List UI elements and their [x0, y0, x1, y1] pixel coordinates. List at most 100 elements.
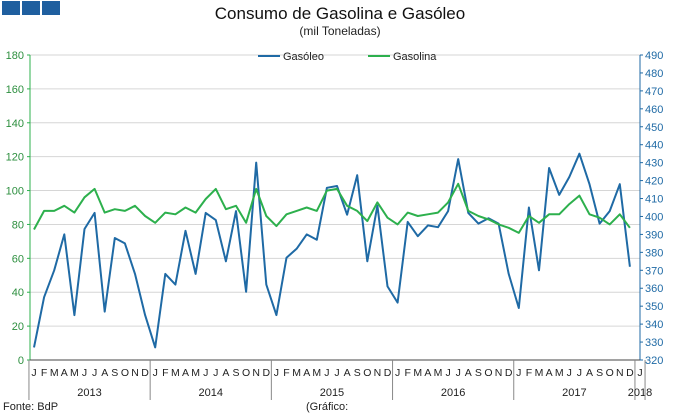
month-label: M	[191, 367, 200, 379]
legend-label: Gasolina	[393, 51, 437, 63]
month-label: M	[535, 367, 544, 379]
left-tick-label: 180	[6, 50, 24, 62]
month-label: O	[363, 367, 371, 379]
left-tick-label: 0	[18, 355, 24, 367]
month-label: M	[50, 367, 59, 379]
year-label: 2013	[77, 387, 101, 399]
left-tick-label: 60	[12, 253, 24, 265]
month-label: A	[182, 367, 189, 379]
left-tick-label: 80	[12, 219, 24, 231]
month-label: J	[153, 367, 158, 379]
series-line-gasóleo	[33, 152, 631, 349]
month-label: A	[101, 367, 108, 379]
month-label: J	[637, 367, 642, 379]
decor-square	[42, 1, 60, 15]
right-tick-label: 420	[645, 176, 663, 188]
right-tick-label: 440	[645, 140, 663, 152]
left-tick-label: 20	[12, 321, 24, 333]
month-label: O	[121, 367, 129, 379]
gridlines	[30, 54, 640, 361]
right-tick-label: 450	[645, 122, 663, 134]
month-label: J	[577, 367, 582, 379]
month-label: O	[242, 367, 250, 379]
month-label: F	[404, 367, 410, 379]
month-label: D	[263, 367, 271, 379]
month-label: M	[171, 367, 180, 379]
left-tick-label: 40	[12, 287, 24, 299]
month-label: S	[596, 367, 603, 379]
month-label: A	[344, 367, 351, 379]
chart-title: Consumo de Gasolina e Gasóleo	[214, 4, 466, 23]
month-label: J	[456, 367, 461, 379]
month-label: M	[434, 367, 443, 379]
left-tick-label: 100	[6, 186, 24, 198]
month-label: A	[303, 367, 310, 379]
month-label: N	[495, 367, 503, 379]
chart-note: (Gráfico:	[306, 401, 349, 413]
month-label: S	[111, 367, 118, 379]
right-tick-label: 430	[645, 158, 663, 170]
legend: Gasóleo Gasolina	[258, 51, 437, 63]
month-label: S	[354, 367, 361, 379]
year-label: 2014	[199, 387, 223, 399]
decor-square	[2, 1, 20, 15]
series-line-gasolina	[33, 182, 631, 234]
month-label: J	[82, 367, 87, 379]
month-label: A	[424, 367, 431, 379]
month-label: F	[283, 367, 289, 379]
month-label: D	[505, 367, 513, 379]
month-label: F	[526, 367, 532, 379]
month-label: A	[586, 367, 593, 379]
month-label: J	[92, 367, 97, 379]
right-tick-label: 380	[645, 247, 663, 259]
month-label: J	[203, 367, 208, 379]
left-tick-label: 140	[6, 118, 24, 130]
month-label: M	[70, 367, 79, 379]
month-label: N	[616, 367, 624, 379]
month-label: D	[384, 367, 392, 379]
month-label: N	[252, 367, 260, 379]
right-tick-label: 350	[645, 301, 663, 313]
decor-square	[22, 1, 40, 15]
month-label: J	[324, 367, 329, 379]
right-tick-label: 370	[645, 265, 663, 277]
right-tick-label: 490	[645, 50, 663, 62]
month-label: O	[484, 367, 492, 379]
right-tick-label: 460	[645, 104, 663, 116]
right-tick-label: 480	[645, 68, 663, 80]
right-tick-label: 400	[645, 211, 663, 223]
right-tick-label: 360	[645, 283, 663, 295]
month-label: F	[162, 367, 168, 379]
right-tick-label: 410	[645, 194, 663, 206]
month-label: A	[465, 367, 472, 379]
year-label: 2017	[562, 387, 586, 399]
month-label: M	[312, 367, 321, 379]
month-label: S	[232, 367, 239, 379]
month-label: M	[292, 367, 301, 379]
legend-label: Gasóleo	[283, 51, 324, 63]
chart-subtitle: (mil Toneladas)	[299, 24, 381, 38]
month-label: J	[395, 367, 400, 379]
month-label: A	[222, 367, 229, 379]
series-lines	[33, 152, 631, 349]
month-label: M	[413, 367, 422, 379]
year-label: 2015	[320, 387, 344, 399]
year-label: 2016	[441, 387, 465, 399]
month-label: N	[374, 367, 382, 379]
source-note: Fonte: BdP	[3, 401, 59, 413]
left-tick-label: 120	[6, 152, 24, 164]
month-label: N	[131, 367, 139, 379]
month-label: M	[555, 367, 564, 379]
right-tick-label: 390	[645, 229, 663, 241]
month-label: J	[445, 367, 450, 379]
right-tick-label: 340	[645, 319, 663, 331]
month-label: O	[606, 367, 614, 379]
month-label: S	[475, 367, 482, 379]
header-decoration	[2, 1, 60, 15]
month-label: D	[141, 367, 149, 379]
month-label: D	[626, 367, 634, 379]
month-label: A	[546, 367, 553, 379]
right-tick-label: 470	[645, 86, 663, 98]
month-label: J	[31, 367, 36, 379]
